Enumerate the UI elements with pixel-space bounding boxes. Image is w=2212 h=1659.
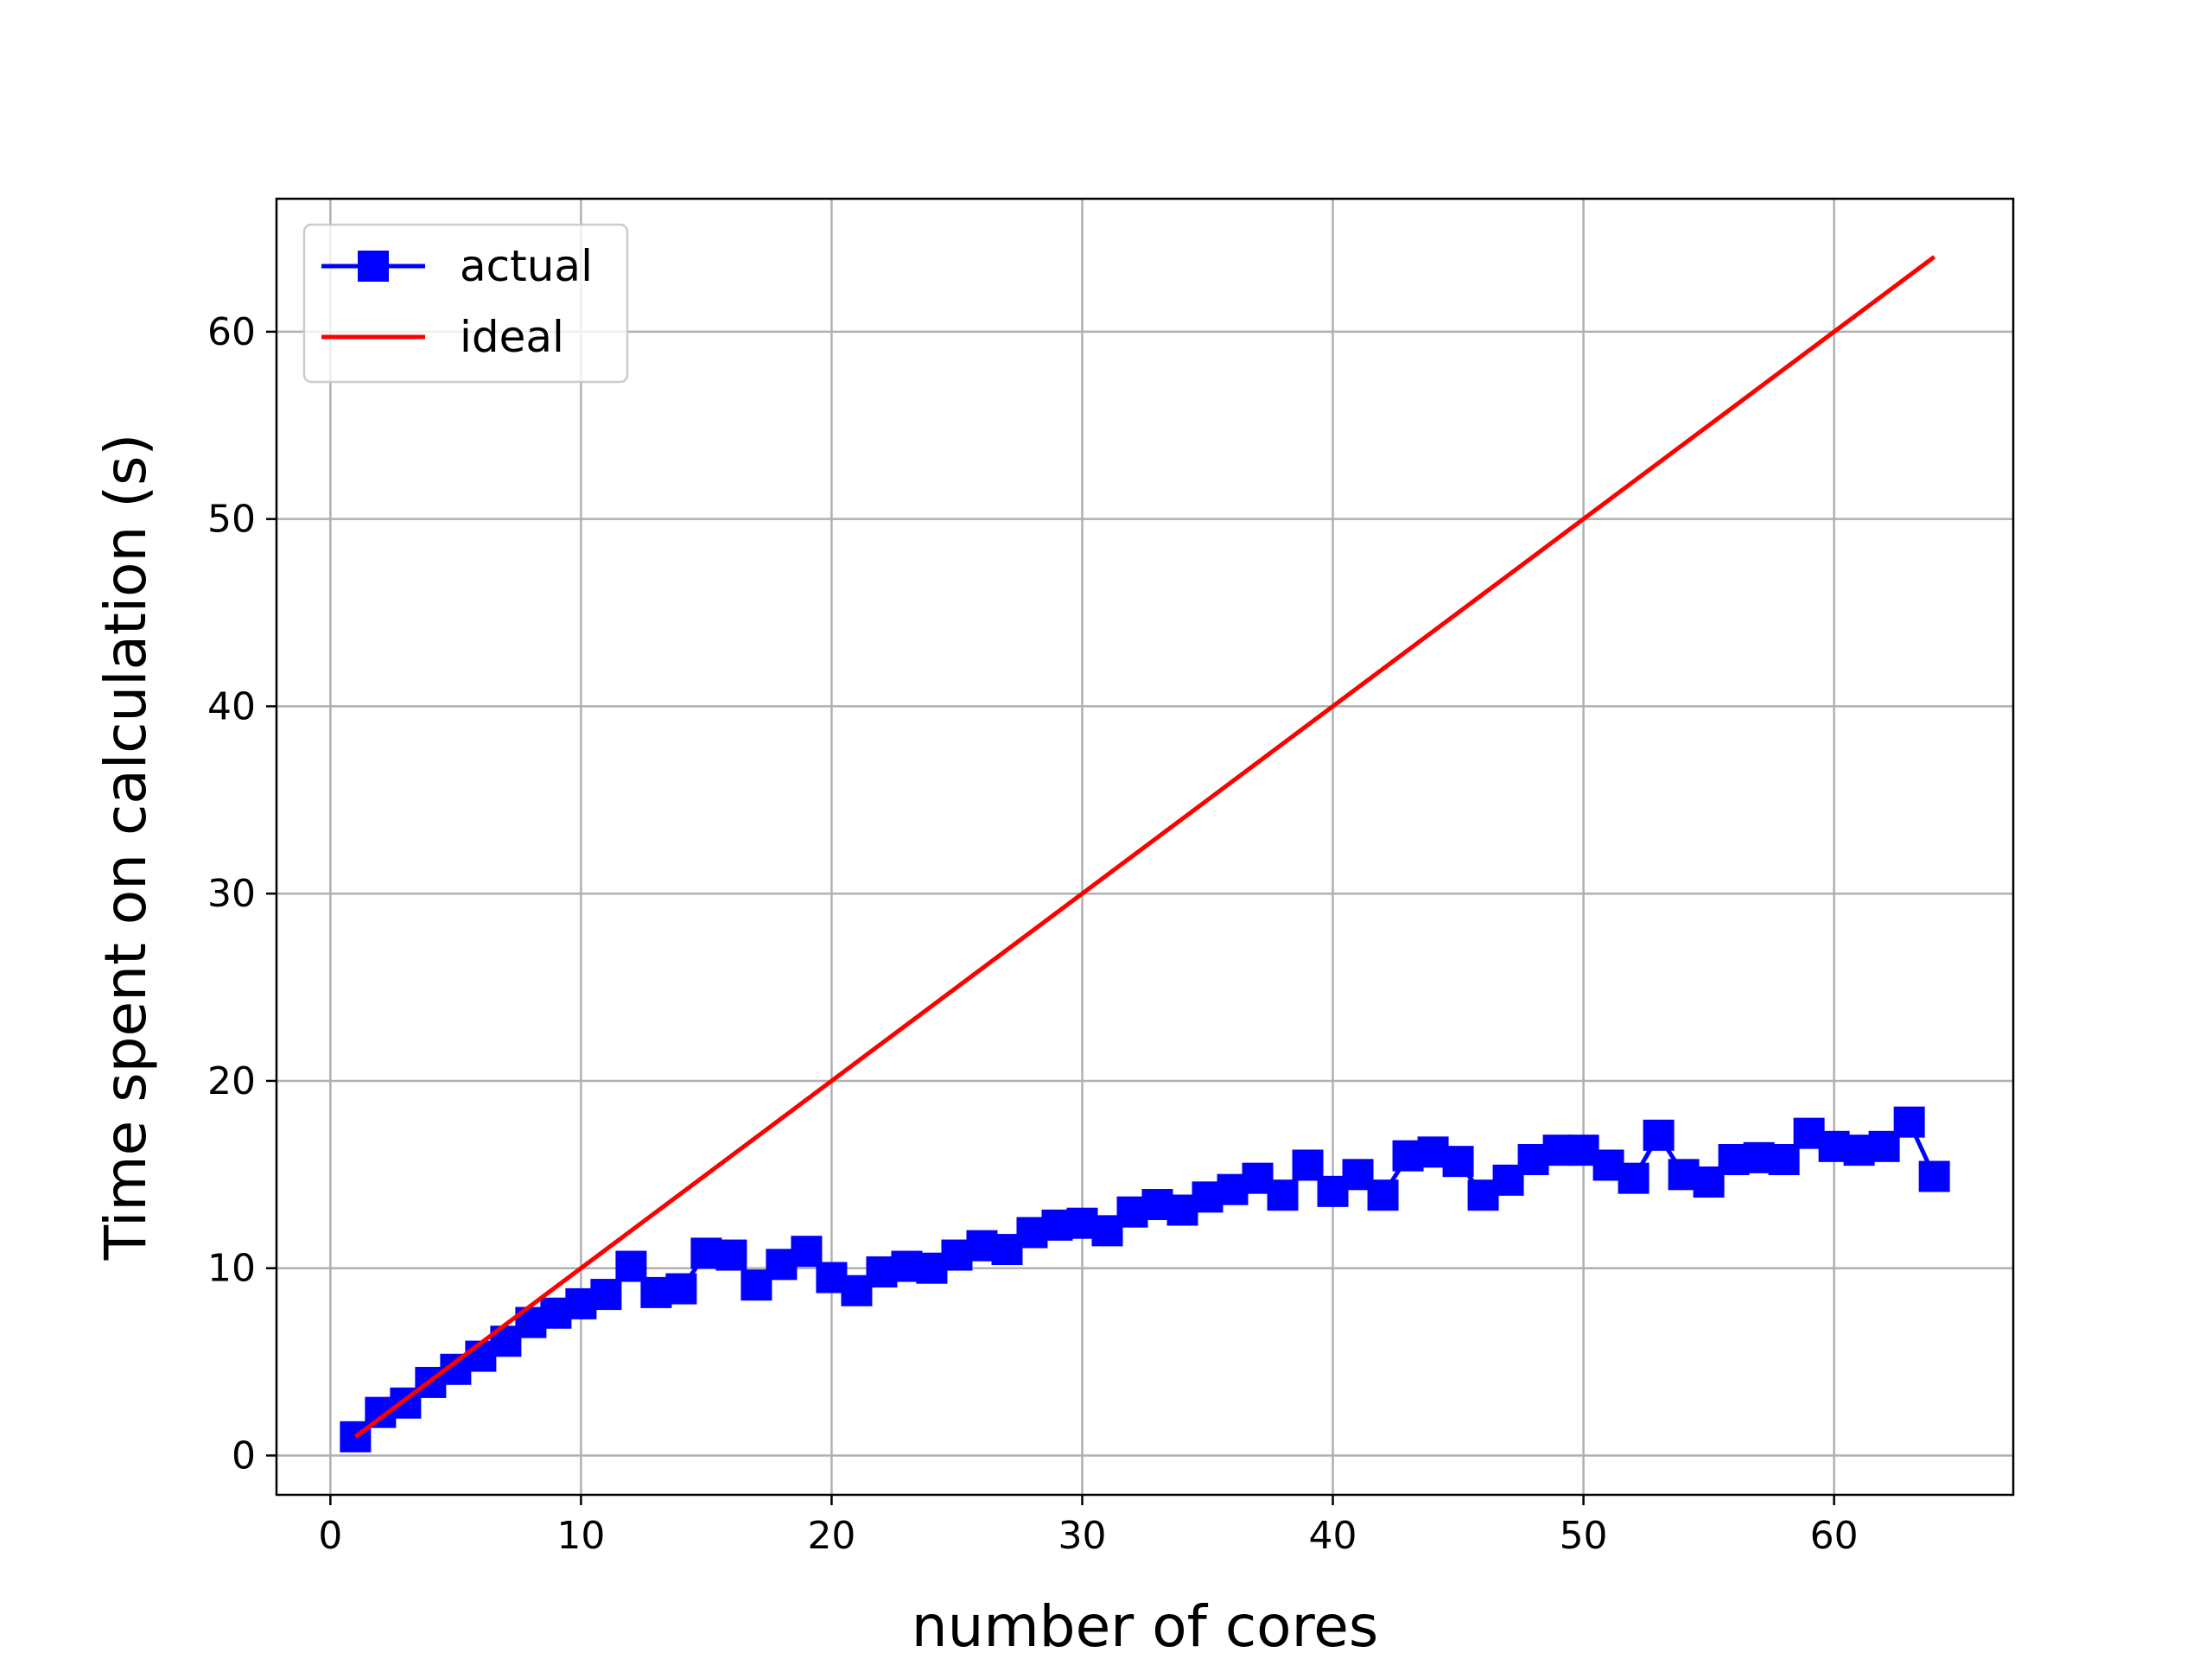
y-tick-label: 20 bbox=[207, 1059, 256, 1103]
data-point-actual bbox=[715, 1239, 747, 1271]
x-tick-label: 0 bbox=[318, 1514, 342, 1558]
series-actual bbox=[340, 1106, 1950, 1452]
ticks: 0 10 20 30 40 50 60 0 10 20 30 40 50 60 bbox=[207, 310, 1859, 1558]
data-point-actual bbox=[1618, 1162, 1649, 1194]
data-point-actual bbox=[615, 1250, 647, 1282]
data-point-actual bbox=[1442, 1146, 1474, 1178]
series-ideal bbox=[353, 255, 1936, 1439]
x-axis-label: number of cores bbox=[912, 1593, 1379, 1659]
data-point-actual bbox=[1918, 1160, 1950, 1192]
series-layer bbox=[340, 255, 1950, 1452]
y-tick-label: 10 bbox=[207, 1247, 256, 1291]
x-tick-label: 10 bbox=[556, 1514, 605, 1558]
x-tick-label: 20 bbox=[807, 1514, 855, 1558]
grid bbox=[276, 199, 2013, 1495]
y-tick-label: 40 bbox=[207, 684, 256, 728]
y-tick-label: 0 bbox=[232, 1433, 256, 1478]
x-tick-label: 60 bbox=[1810, 1514, 1859, 1558]
legend-actual-label: actual bbox=[460, 241, 593, 291]
data-point-actual bbox=[1893, 1106, 1925, 1138]
x-tick-label: 50 bbox=[1560, 1514, 1608, 1558]
data-point-actual bbox=[791, 1236, 823, 1268]
y-tick-label: 60 bbox=[207, 310, 256, 354]
legend-actual-marker bbox=[358, 251, 389, 282]
data-point-actual bbox=[665, 1273, 697, 1305]
data-point-actual bbox=[1292, 1149, 1324, 1181]
data-point-actual bbox=[1643, 1119, 1675, 1151]
data-point-actual bbox=[1267, 1179, 1299, 1211]
legend: actual ideal bbox=[302, 223, 629, 384]
plot-frame bbox=[275, 197, 2015, 1497]
data-point-actual bbox=[1367, 1179, 1399, 1211]
y-axis-label: Time spent on calculation (s) bbox=[92, 434, 159, 1262]
data-point-actual bbox=[1768, 1143, 1800, 1175]
y-tick-label: 50 bbox=[207, 498, 256, 542]
x-tick-label: 40 bbox=[1309, 1514, 1357, 1558]
x-tick-label: 30 bbox=[1058, 1514, 1106, 1558]
legend-ideal-label: ideal bbox=[460, 312, 564, 362]
data-point-actual bbox=[590, 1279, 622, 1311]
series-ideal-line bbox=[353, 255, 1936, 1439]
y-tick-label: 30 bbox=[207, 872, 256, 916]
